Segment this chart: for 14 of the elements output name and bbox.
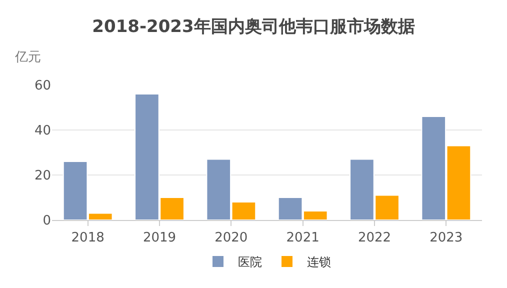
x-tick-label: 2018 — [71, 230, 104, 246]
y-tick-label: 0 — [42, 214, 51, 229]
legend-label: 连锁 — [307, 255, 331, 270]
x-tick-label: 2021 — [286, 230, 320, 246]
y-axis-title: 亿元 — [14, 50, 41, 65]
y-tick-label: 20 — [34, 168, 51, 184]
chart-title: 2018-2023年国内奥司他韦口服市场数据 — [92, 17, 415, 38]
x-tick-label: 2023 — [430, 230, 463, 246]
y-tick-label: 40 — [34, 124, 51, 139]
x-tick-label: 2022 — [358, 230, 392, 246]
y-tick-label: 60 — [34, 78, 51, 94]
x-tick-label: 2020 — [214, 230, 248, 246]
legend-label: 医院 — [238, 255, 262, 270]
x-tick-label: 2019 — [142, 230, 176, 246]
